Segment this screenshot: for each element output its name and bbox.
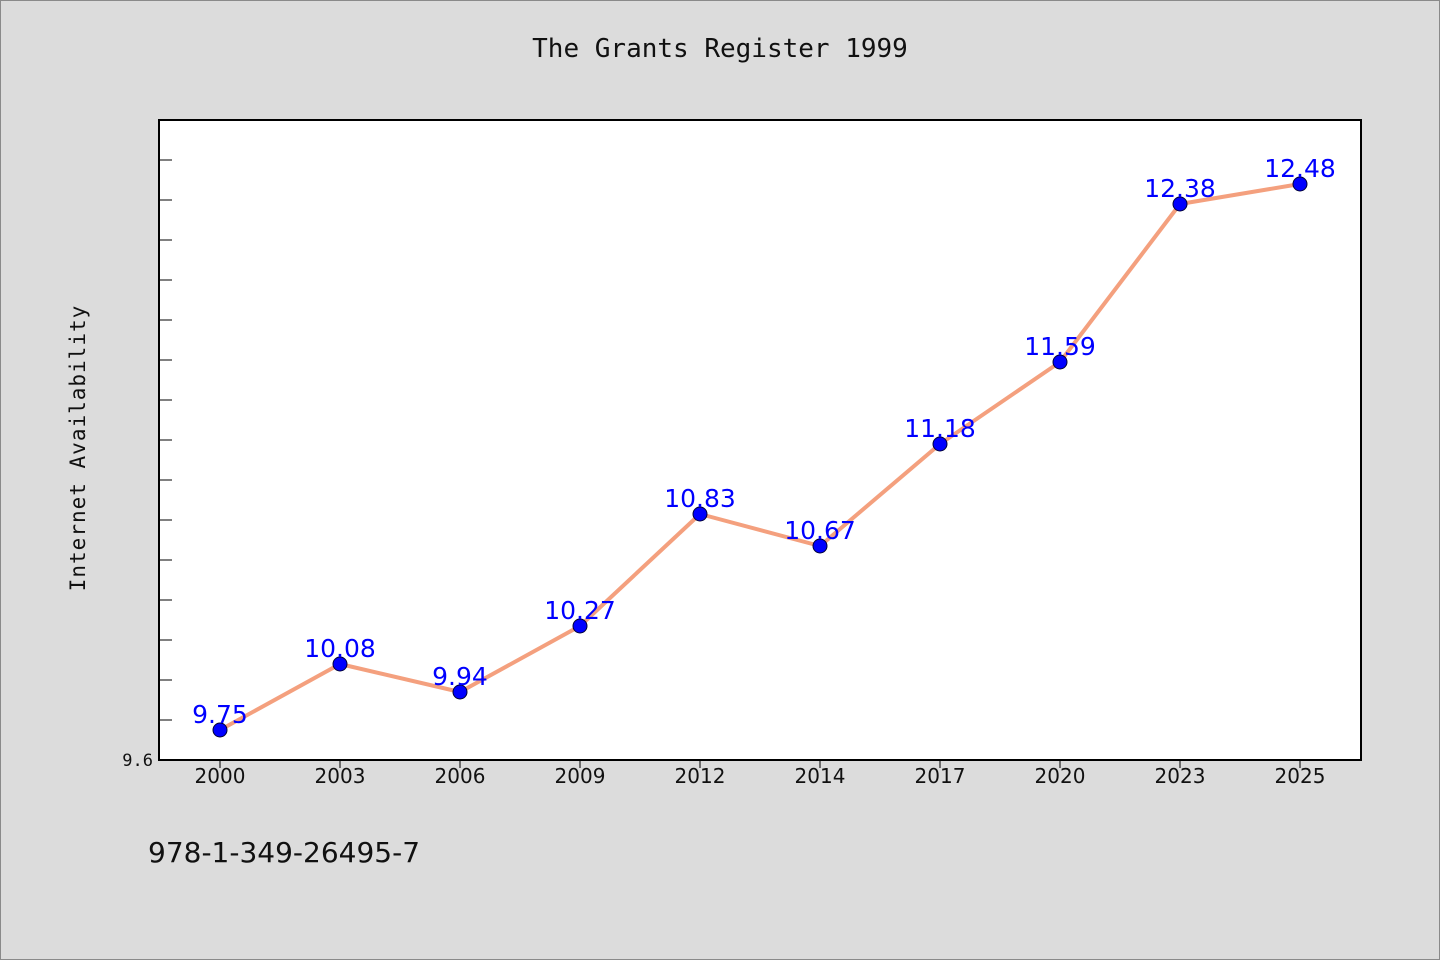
data-label: 10.27 <box>544 596 616 625</box>
y-axis-ticks: 9.6 <box>122 119 172 771</box>
data-label: 11.18 <box>904 414 976 443</box>
data-point <box>692 506 708 522</box>
data-label: 10.08 <box>304 634 376 663</box>
x-tick-label: 2009 <box>555 764 606 788</box>
x-tick-label: 2006 <box>435 764 486 788</box>
data-point <box>1052 354 1068 370</box>
series-markers <box>212 176 1308 738</box>
x-tick-label: 2017 <box>915 764 966 788</box>
x-tick-label: 2014 <box>795 764 846 788</box>
data-point <box>572 618 588 634</box>
data-labels: 9.75 10.08 9.94 10.27 10.83 10.67 11.18 11.59 12… <box>192 154 1336 729</box>
x-tick-label: 2025 <box>1275 764 1326 788</box>
data-label: 10.67 <box>784 516 856 545</box>
x-tick-label: 2020 <box>1035 764 1086 788</box>
data-label: 12.48 <box>1264 154 1336 183</box>
x-tick-label: 2012 <box>675 764 726 788</box>
x-tick-label: 2000 <box>195 764 246 788</box>
data-label: 11.59 <box>1024 332 1096 361</box>
chart-title: The Grants Register 1999 <box>532 34 908 64</box>
series-line-group <box>218 182 1302 732</box>
data-point <box>1292 176 1308 192</box>
data-label: 9.94 <box>432 662 488 691</box>
data-point <box>452 684 468 700</box>
y-tick-label: 9.6 <box>122 751 153 771</box>
x-tick-label: 2023 <box>1155 764 1206 788</box>
data-label: 10.83 <box>664 484 736 513</box>
data-point <box>212 722 228 738</box>
data-point <box>1172 196 1188 212</box>
data-point <box>812 538 828 554</box>
data-point <box>932 436 948 452</box>
data-label: 12.38 <box>1144 174 1216 203</box>
series-line <box>218 182 1302 732</box>
x-axis-ticks: 2000 2003 2006 2009 2012 2014 2017 2020 2023 2025 <box>195 760 1326 788</box>
isbn-code: 978-1-349-26495-7 <box>148 836 421 869</box>
x-tick-label: 2003 <box>315 764 366 788</box>
data-point <box>332 656 348 672</box>
data-label: 9.75 <box>192 700 248 729</box>
